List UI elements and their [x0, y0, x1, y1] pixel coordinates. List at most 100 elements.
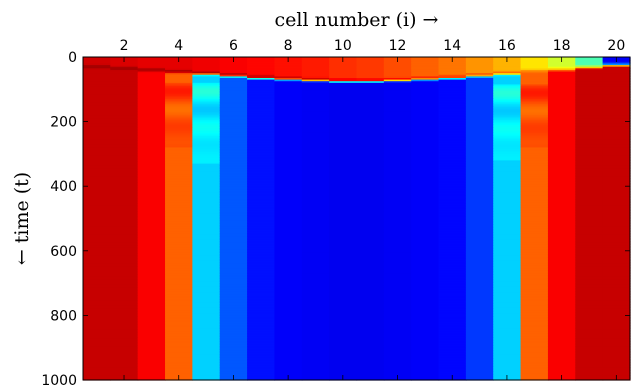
heatmap-cell	[83, 297, 111, 300]
heatmap-cell	[329, 153, 358, 157]
heatmap-cell	[411, 315, 440, 318]
heatmap-cell	[192, 149, 221, 152]
heatmap-cell	[520, 271, 549, 275]
heatmap-cell	[438, 86, 467, 89]
heatmap-cell	[301, 153, 330, 157]
heatmap-cell	[438, 257, 467, 260]
heatmap-cell	[520, 315, 549, 318]
heatmap-cell	[547, 110, 576, 113]
heatmap-cell	[329, 61, 358, 65]
heatmap-cell	[465, 113, 494, 116]
heatmap-cell	[411, 250, 440, 254]
heatmap-cell	[438, 176, 467, 179]
heatmap-cell	[301, 60, 330, 63]
heatmap-cell	[329, 371, 358, 375]
heatmap-cell	[493, 271, 522, 275]
heatmap-cell	[83, 108, 111, 111]
heatmap-cell	[165, 334, 193, 337]
heatmap-cell	[165, 134, 193, 137]
heatmap-cell	[247, 370, 276, 373]
heatmap-cell	[110, 124, 139, 128]
heatmap-cell	[247, 160, 276, 163]
heatmap-cell	[192, 119, 221, 123]
heatmap-cell	[465, 247, 494, 250]
heatmap-cell	[465, 124, 494, 128]
heatmap-cell	[301, 239, 330, 242]
heatmap-cell	[575, 86, 604, 89]
heatmap-cell	[411, 79, 440, 82]
heatmap-cell	[192, 307, 221, 310]
heatmap-cell	[438, 275, 467, 278]
heatmap-cell	[383, 341, 412, 344]
heatmap-cell	[110, 92, 139, 95]
heatmap-cell	[274, 255, 303, 258]
heatmap-cell	[356, 168, 385, 171]
heatmap-cell	[383, 69, 412, 73]
heatmap-cell	[465, 87, 494, 90]
heatmap-cell	[493, 312, 522, 315]
heatmap-cell	[602, 320, 631, 323]
heatmap-cell	[165, 184, 193, 187]
heatmap-cell	[219, 142, 248, 145]
x-axis-ticks: 2 4 6 8 10 12 14 16 18 20	[120, 38, 625, 380]
heatmap-cell	[356, 367, 385, 370]
heatmap-cell	[247, 328, 276, 331]
heatmap-cell	[247, 149, 276, 152]
heatmap-cell	[110, 273, 139, 276]
heatmap-cell	[83, 313, 111, 317]
heatmap-cell	[547, 142, 576, 145]
heatmap-cell	[465, 199, 494, 202]
heatmap-cell	[547, 266, 576, 270]
heatmap-cell	[411, 276, 440, 279]
heatmap-cell	[575, 98, 604, 102]
heatmap-cell	[219, 69, 248, 73]
heatmap-cell	[83, 73, 111, 76]
heatmap-cell	[219, 116, 248, 119]
heatmap-cell	[547, 287, 576, 291]
heatmap-cell	[575, 378, 604, 381]
heatmap-cell	[383, 310, 412, 313]
heatmap-cell	[520, 263, 549, 266]
heatmap-cell	[602, 255, 631, 258]
heatmap-cell	[575, 128, 604, 131]
heatmap-cell	[110, 136, 139, 139]
heatmap-cell	[329, 239, 358, 242]
heatmap-cell	[383, 149, 412, 152]
heatmap-cell	[137, 186, 166, 189]
heatmap-cell	[493, 276, 522, 279]
heatmap-cell	[110, 213, 139, 216]
heatmap-cell	[165, 195, 193, 199]
heatmap-cell	[165, 212, 193, 215]
heatmap-cell	[575, 221, 604, 224]
heatmap-cell	[83, 152, 111, 155]
heatmap-cell	[547, 194, 576, 197]
heatmap-cell	[219, 229, 248, 233]
heatmap-cell	[274, 294, 303, 297]
heatmap-cell	[438, 61, 467, 65]
heatmap-cell	[520, 331, 549, 334]
heatmap-cell	[547, 140, 576, 144]
heatmap-cell	[602, 304, 631, 307]
heatmap-cell	[192, 98, 221, 102]
heatmap-cell	[356, 244, 385, 247]
heatmap-cell	[83, 84, 111, 87]
heatmap-cell	[602, 258, 631, 262]
heatmap-cell	[520, 291, 549, 294]
heatmap-cell	[274, 363, 303, 367]
heatmap-cell	[547, 239, 576, 242]
heatmap-cell	[575, 299, 604, 302]
heatmap-cell	[110, 210, 139, 213]
heatmap-cell	[493, 61, 522, 65]
heatmap-cell	[438, 286, 467, 289]
heatmap-cell	[83, 86, 111, 89]
heatmap-cell	[110, 355, 139, 358]
heatmap-cell	[83, 359, 111, 362]
heatmap-cell	[438, 158, 467, 161]
heatmap-cell	[301, 176, 330, 179]
heatmap-cell	[356, 107, 385, 110]
heatmap-cell	[383, 360, 412, 363]
heatmap-cell	[575, 102, 604, 105]
heatmap-cell	[274, 181, 303, 184]
heatmap-cell	[274, 191, 303, 194]
heatmap-cell	[465, 279, 494, 283]
